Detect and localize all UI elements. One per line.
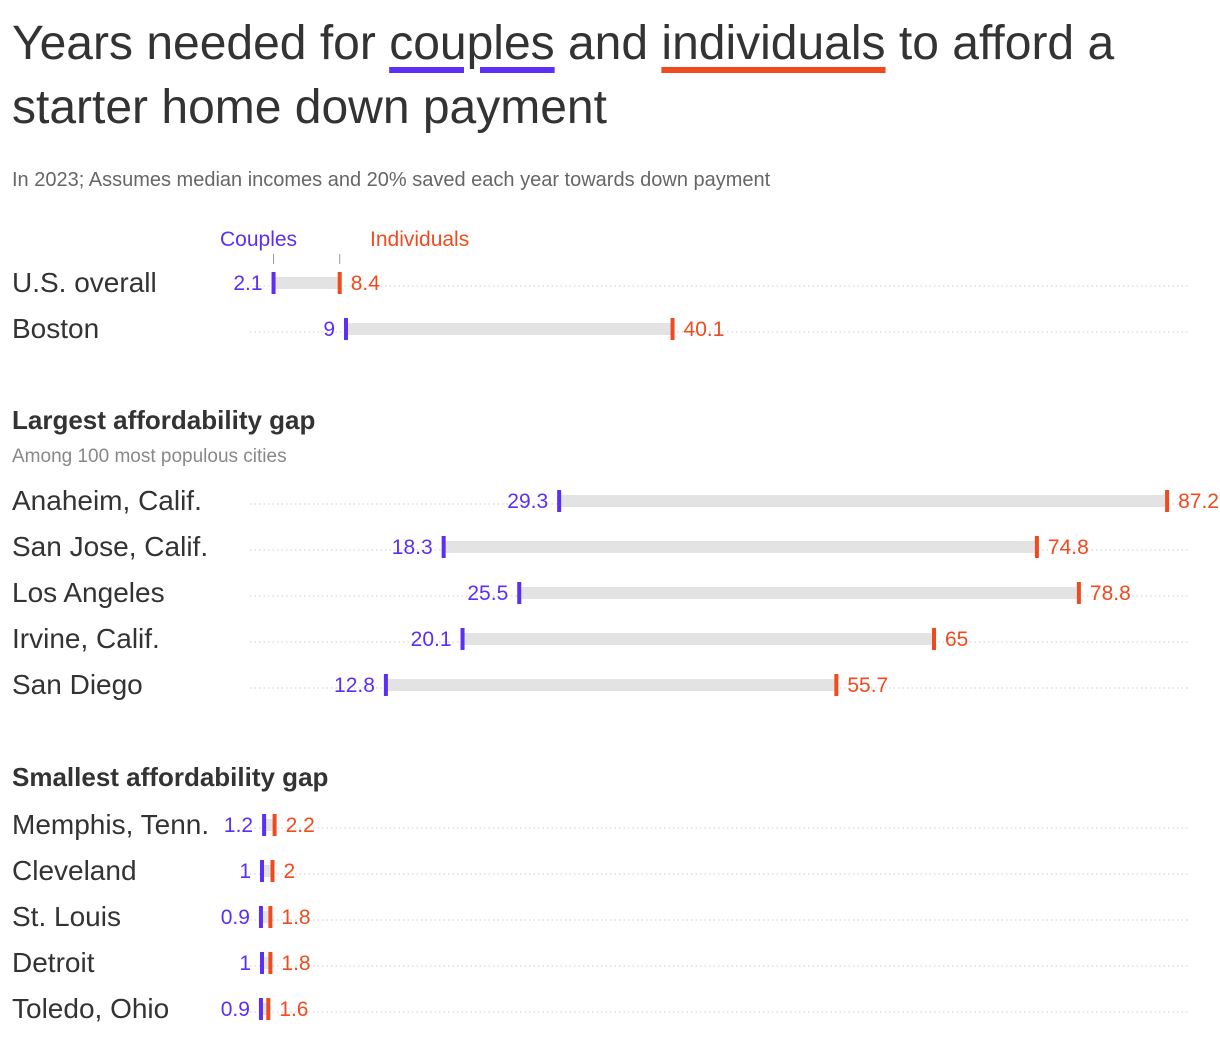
individuals-marker <box>932 628 936 650</box>
individuals-marker <box>268 952 273 974</box>
legend-individuals: Individuals <box>370 228 470 251</box>
couples-value-label: 1 <box>239 860 251 883</box>
gap-bar <box>559 495 1168 507</box>
individuals-value-label: 8.4 <box>351 272 381 295</box>
individuals-marker <box>1165 490 1170 512</box>
individuals-value-label: 1.8 <box>281 906 310 929</box>
row-label: Detroit <box>12 947 95 978</box>
individuals-marker <box>270 860 275 882</box>
individuals-marker <box>266 998 271 1020</box>
couples-value-label: 25.5 <box>467 582 508 605</box>
title-part-2: and <box>554 17 662 70</box>
couples-marker <box>262 814 267 836</box>
title-part-3: to afford a starter home down payment <box>12 17 1115 134</box>
gap-bar <box>519 587 1079 599</box>
individuals-value-label: 55.7 <box>847 674 888 697</box>
couples-value-label: 20.1 <box>411 628 452 651</box>
couples-marker <box>557 490 562 512</box>
legend-couples: Couples <box>220 228 298 251</box>
gap-bar <box>346 323 673 335</box>
gap-bar <box>262 865 273 877</box>
couples-value-label: 1 <box>239 952 251 975</box>
couples-marker <box>271 272 276 294</box>
title-couples: couples <box>389 17 555 70</box>
row-label: San Jose, Calif. <box>12 531 208 562</box>
section-largest-title: Largest affordability gap <box>12 405 316 435</box>
row-label: Toledo, Ohio <box>12 993 169 1024</box>
individuals-marker <box>337 272 342 294</box>
gap-bar <box>273 277 340 289</box>
individuals-marker <box>272 814 277 836</box>
row-label: San Diego <box>12 669 143 700</box>
couples-value-label: 0.9 <box>221 906 250 929</box>
couples-marker <box>441 536 446 558</box>
gap-bar <box>443 541 1037 553</box>
title-individuals: individuals <box>661 17 886 70</box>
couples-marker <box>383 674 388 696</box>
gap-bar <box>260 1003 269 1015</box>
couples-marker <box>517 582 522 604</box>
title-part-1: Years needed for <box>12 17 390 70</box>
chart-title: Years needed for couples and individuals… <box>12 12 1202 140</box>
couples-marker <box>260 860 264 882</box>
couples-value-label: 9 <box>323 318 335 341</box>
section-smallest-title: Smallest affordability gap <box>12 762 329 792</box>
individuals-value-label: 1.8 <box>281 952 310 975</box>
individuals-value-label: 40.1 <box>684 318 725 341</box>
individuals-value-label: 87.2 <box>1178 490 1219 513</box>
row-label: Irvine, Calif. <box>12 623 160 654</box>
couples-value-label: 1.2 <box>224 814 253 837</box>
gap-bar <box>385 679 837 691</box>
individuals-value-label: 2 <box>284 860 296 883</box>
couples-marker <box>344 318 348 340</box>
chart-subtitle: In 2023; Assumes median incomes and 20% … <box>12 169 771 191</box>
couples-marker <box>258 906 263 928</box>
couples-value-label: 2.1 <box>233 272 262 295</box>
couples-value-label: 12.8 <box>334 674 375 697</box>
row-label: Los Angeles <box>12 577 165 608</box>
couples-value-label: 0.9 <box>221 998 250 1021</box>
couples-marker <box>260 952 264 974</box>
couples-value-label: 29.3 <box>507 490 548 513</box>
couples-marker <box>258 998 263 1020</box>
couples-value-label: 18.3 <box>392 536 433 559</box>
individuals-value-label: 1.6 <box>279 998 308 1021</box>
row-label: U.S. overall <box>12 267 157 298</box>
individuals-value-label: 2.2 <box>286 814 315 837</box>
individuals-marker <box>1034 536 1039 558</box>
row-label: Anaheim, Calif. <box>12 485 202 516</box>
gap-bar <box>262 957 271 969</box>
individuals-marker <box>834 674 839 696</box>
gap-bar <box>260 911 271 923</box>
individuals-marker <box>1076 582 1081 604</box>
couples-marker <box>460 628 465 650</box>
individuals-value-label: 74.8 <box>1048 536 1089 559</box>
individuals-value-label: 78.8 <box>1090 582 1131 605</box>
gap-bar <box>462 633 934 645</box>
individuals-marker <box>268 906 273 928</box>
section-largest-note: Among 100 most populous cities <box>12 446 287 467</box>
individuals-value-label: 65 <box>945 628 968 651</box>
row-label: Cleveland <box>12 855 137 886</box>
row-label: St. Louis <box>12 901 121 932</box>
individuals-marker <box>670 318 675 340</box>
gap-bar <box>264 819 275 831</box>
row-label: Boston <box>12 313 99 344</box>
row-label: Memphis, Tenn. <box>12 809 209 840</box>
